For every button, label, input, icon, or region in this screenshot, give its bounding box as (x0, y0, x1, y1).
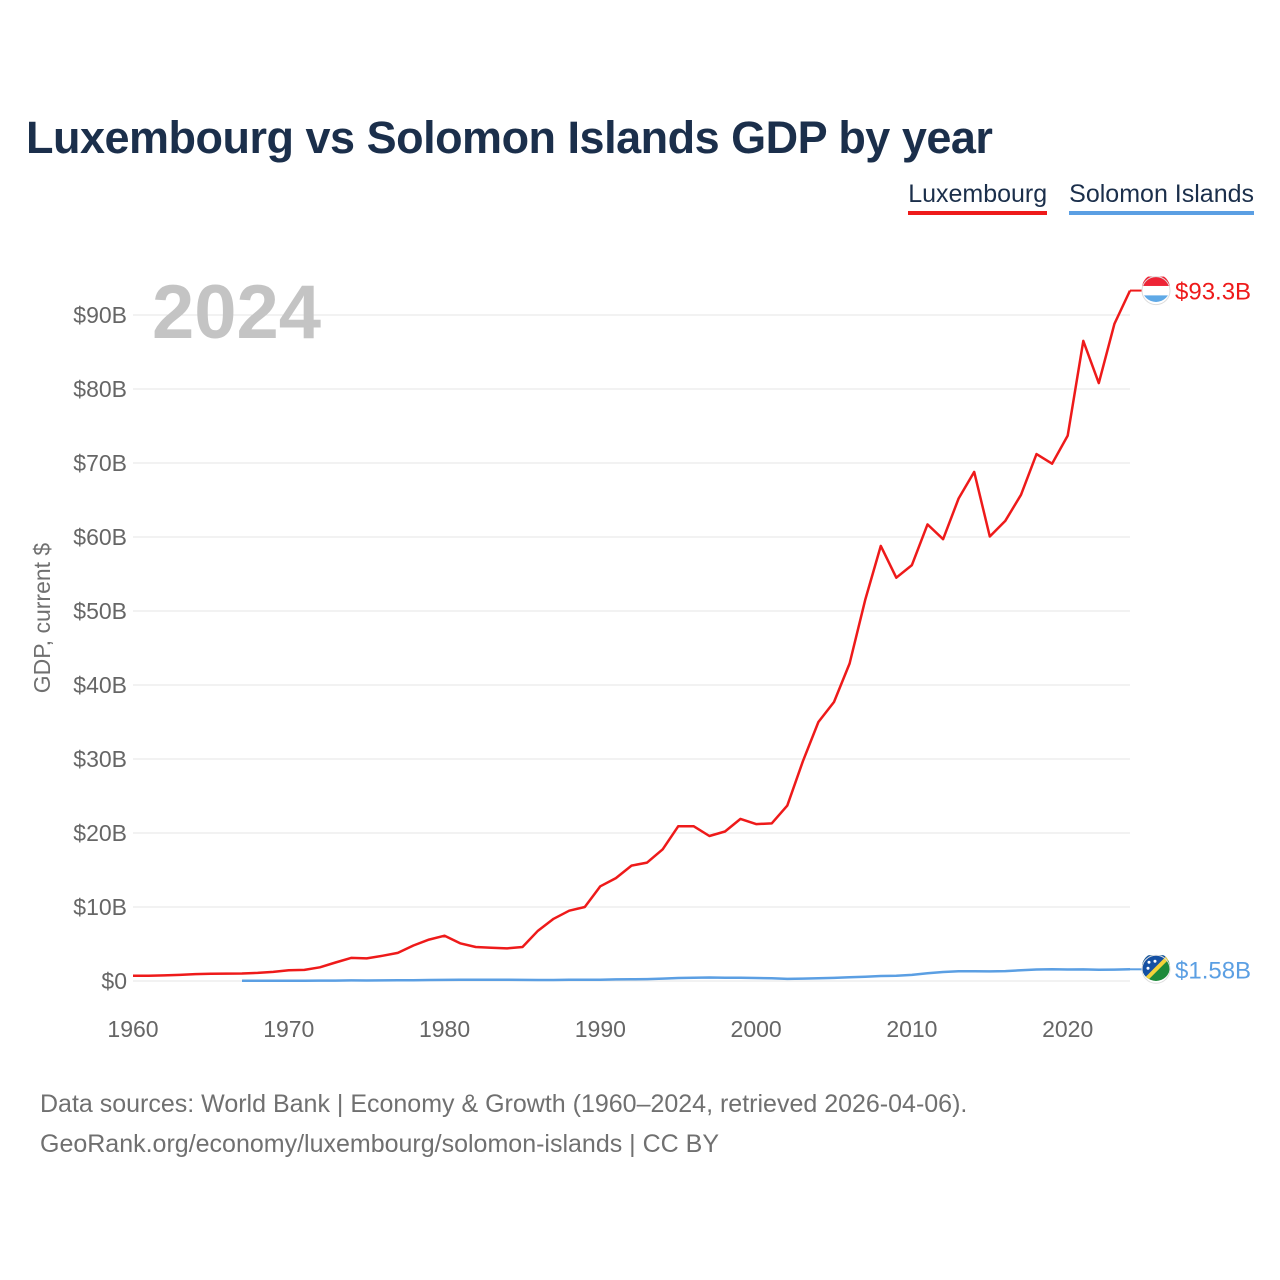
y-tick-label: $80B (73, 376, 127, 402)
y-tick-label: $90B (73, 302, 127, 328)
gdp-line-chart: 2024 $0$10B$20B$30B$40B$50B$60B$70B$80B$… (29, 270, 1251, 1042)
legend: Luxembourg Solomon Islands (908, 180, 1254, 215)
y-tick-label: $10B (73, 894, 127, 920)
y-tick-label: $70B (73, 450, 127, 476)
end-value-label-solomon-islands: $1.58B (1175, 957, 1251, 984)
y-tick-label: $60B (73, 524, 127, 550)
legend-item-luxembourg[interactable]: Luxembourg (908, 180, 1048, 215)
x-tick-label: 2000 (731, 1016, 782, 1042)
x-tick-label: 1960 (107, 1016, 158, 1042)
y-tick-label: $20B (73, 820, 127, 846)
year-watermark: 2024 (152, 270, 321, 355)
solomon-islands-flag-icon (1142, 953, 1170, 981)
x-tick-label: 2020 (1042, 1016, 1093, 1042)
series-line-solomon-islands (242, 967, 1131, 983)
x-tick-label: 1990 (575, 1016, 626, 1042)
y-tick-label: $50B (73, 598, 127, 624)
x-tick-label: 1980 (419, 1016, 470, 1042)
x-tick-label: 2010 (886, 1016, 937, 1042)
flag-ring (1141, 954, 1171, 984)
end-value-label-luxembourg: $93.3B (1175, 279, 1251, 306)
grid-lines (133, 314, 1130, 982)
x-tick-label: 1970 (263, 1016, 314, 1042)
series-endpoints: $93.3B $1.58B (1130, 276, 1251, 984)
y-tick-label: $0 (101, 968, 127, 994)
footer: Data sources: World Bank | Economy & Gro… (40, 1084, 967, 1164)
luxembourg-flag-icon (1142, 276, 1170, 302)
y-tick-label: $40B (73, 672, 127, 698)
y-axis-ticks: $0 $10B $20B $30B $40B $50B $60B $70B $80B $90B (73, 302, 127, 994)
flag-ring (1141, 276, 1171, 306)
legend-item-solomon-islands[interactable]: Solomon Islands (1069, 180, 1254, 215)
data-sources-text: Data sources: World Bank | Economy & Gro… (40, 1090, 968, 1118)
x-axis-ticks: 1960 1970 1980 1990 2000 2010 2020 (107, 1016, 1093, 1042)
y-axis-label: GDP, current $ (29, 543, 55, 694)
page-title: Luxembourg vs Solomon Islands GDP by yea… (26, 112, 993, 163)
attribution-text: GeoRank.org/economy/luxembourg/solomon-i… (40, 1130, 720, 1158)
series-layer (132, 290, 1132, 983)
y-tick-label: $30B (73, 746, 127, 772)
series-line-luxembourg (132, 290, 1132, 978)
